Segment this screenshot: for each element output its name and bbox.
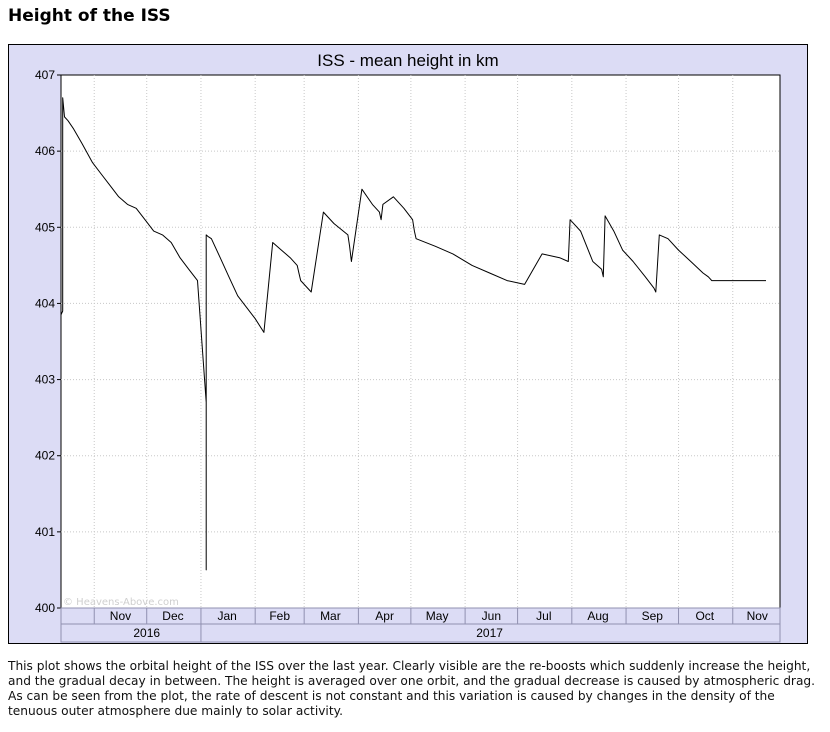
y-tick-label: 406 <box>35 144 55 158</box>
y-tick-label: 405 <box>35 220 55 234</box>
y-tick-label: 403 <box>35 373 55 387</box>
y-tick-label: 404 <box>35 296 55 310</box>
y-tick-label: 400 <box>35 601 55 615</box>
plot-area <box>60 74 781 609</box>
x-tick-label: Sep <box>642 609 664 623</box>
y-tick-label: 402 <box>35 449 55 463</box>
x-tick-label: Jun <box>482 609 501 623</box>
chart-title: ISS - mean height in km <box>317 51 498 70</box>
x-tick-label: Oct <box>695 609 714 623</box>
x-tick-label: Apr <box>375 609 394 623</box>
chart-svg: ISS - mean height in km 4004014024034044… <box>35 51 781 643</box>
x-tick-label: Dec <box>162 609 183 623</box>
series-line <box>60 97 766 571</box>
page-title: Height of the ISS <box>8 6 171 26</box>
y-tick-label: 407 <box>35 68 55 82</box>
watermark: © Heavens-Above.com <box>63 597 179 608</box>
grid-layer <box>61 75 780 608</box>
x-tick-label: Jul <box>536 609 551 623</box>
x-tick-label: Jan <box>218 609 237 623</box>
series-layer <box>60 97 766 571</box>
x-tick-label: Nov <box>747 609 768 623</box>
x-tick-label: Feb <box>269 609 290 623</box>
year-label: 2017 <box>476 626 503 640</box>
x-tick-label: Mar <box>320 609 341 623</box>
year-band <box>60 623 781 643</box>
chart-frame: ISS - mean height in km 400 401 402 403 404 4… <box>8 44 808 644</box>
x-tick-label: May <box>426 609 449 623</box>
axis-layer: 400 401 402 403 404 405 406 407 Nov Dec Jan Feb Mar A… <box>35 68 781 643</box>
chart-caption: This plot shows the orbital height of th… <box>8 659 816 718</box>
year-label: 2016 <box>133 626 160 640</box>
x-tick-label: Nov <box>110 609 131 623</box>
x-tick-label: Aug <box>587 609 608 623</box>
y-tick-label: 401 <box>35 525 55 539</box>
